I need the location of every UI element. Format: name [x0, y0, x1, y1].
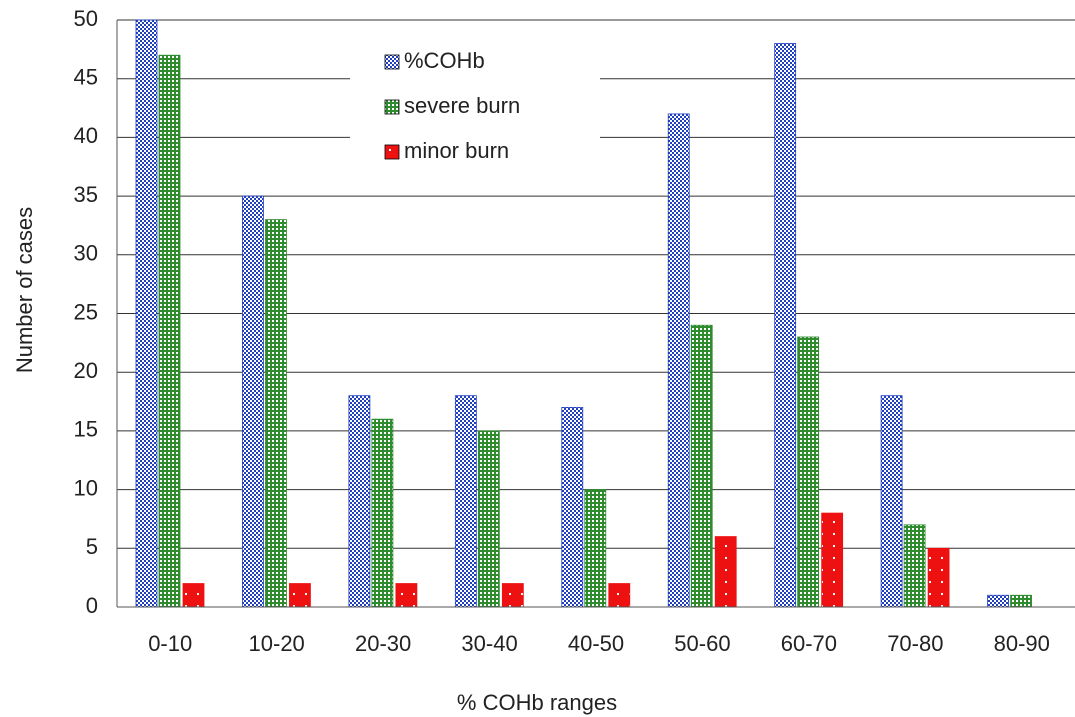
- bar: [584, 489, 607, 608]
- legend-swatch: [384, 99, 400, 115]
- bar: [265, 219, 287, 608]
- bar: [667, 113, 690, 608]
- y-tick-label: 20: [74, 358, 98, 383]
- bar: [880, 395, 903, 608]
- legend-label: minor burn: [404, 138, 509, 163]
- x-tick-label: 30-40: [461, 631, 517, 656]
- y-tick-label: 40: [74, 123, 98, 148]
- bar: [1010, 594, 1032, 608]
- bar: [454, 395, 477, 608]
- x-tick-label: 80-90: [994, 631, 1050, 656]
- legend-label: severe burn: [404, 93, 520, 118]
- x-tick-label: 10-20: [249, 631, 305, 656]
- y-tick-label: 5: [86, 534, 98, 559]
- x-tick-label: 0-10: [148, 631, 192, 656]
- y-tick-label: 35: [74, 182, 98, 207]
- legend-swatch: [384, 144, 400, 160]
- bar: [690, 324, 713, 608]
- bar: [135, 19, 158, 608]
- y-tick-label: 15: [74, 417, 98, 442]
- bar: [158, 54, 181, 608]
- y-tick-label: 25: [74, 299, 98, 324]
- bar: [927, 547, 950, 608]
- legend-swatch: [384, 54, 400, 70]
- bar: [289, 583, 311, 608]
- y-tick-label: 30: [74, 241, 98, 266]
- bar: [561, 407, 584, 608]
- y-tick-label: 45: [74, 65, 98, 90]
- bar: [714, 536, 737, 608]
- bar: [182, 583, 205, 608]
- bar: [797, 336, 820, 608]
- bar: [395, 583, 418, 608]
- bar: [501, 583, 524, 608]
- bar: [903, 524, 926, 608]
- y-tick-label: 0: [86, 593, 98, 618]
- y-tick-label: 10: [74, 475, 98, 500]
- x-tick-label: 40-50: [568, 631, 624, 656]
- bar: [242, 195, 264, 608]
- x-axis-title: % COHb ranges: [457, 690, 617, 715]
- bar: [821, 512, 844, 608]
- x-tick-label: 50-60: [674, 631, 730, 656]
- x-tick-label: 20-30: [355, 631, 411, 656]
- x-tick-label: 60-70: [781, 631, 837, 656]
- bar: [774, 43, 797, 608]
- y-tick-label: 50: [74, 6, 98, 31]
- legend-label: %COHb: [404, 48, 485, 73]
- bar: [608, 583, 631, 608]
- bar: [371, 418, 394, 608]
- bar: [348, 395, 371, 608]
- bar: [987, 594, 1009, 608]
- x-tick-label: 70-80: [887, 631, 943, 656]
- y-axis-title: Number of cases: [12, 207, 37, 373]
- bar: [477, 430, 500, 608]
